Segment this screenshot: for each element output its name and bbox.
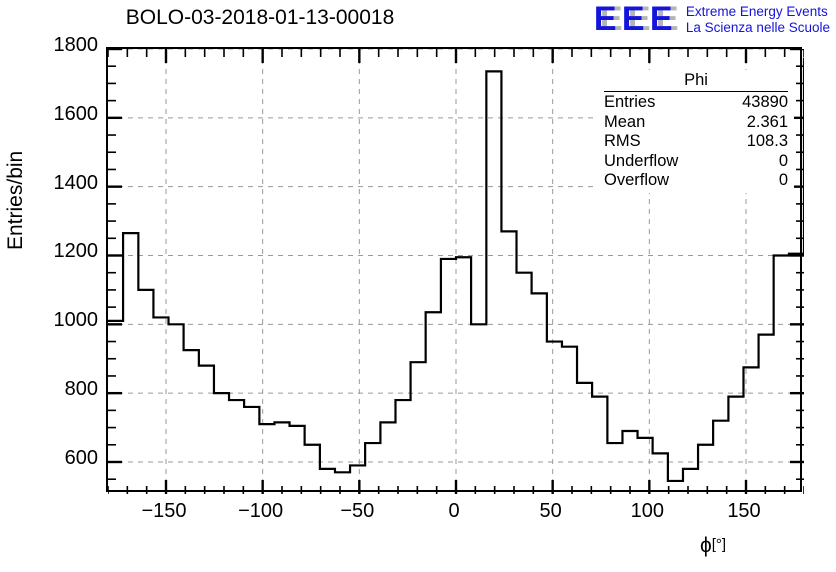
x-tick-label: 150 xyxy=(727,500,761,522)
eee-letter-shadow-2: E xyxy=(627,0,651,38)
x-tick-label: −100 xyxy=(238,500,284,522)
stats-row-key: Mean xyxy=(604,112,646,131)
eee-logo-line2: La Scienza nelle Scuole xyxy=(685,20,830,35)
eee-letter-shadow-1: E xyxy=(599,0,623,38)
x-tick-label: −50 xyxy=(340,500,375,522)
y-axis-label: Entries/bin xyxy=(4,150,27,250)
stats-row-value: 108.3 xyxy=(746,132,788,150)
histogram-outline xyxy=(108,57,804,483)
x-axis-label-unit: [°] xyxy=(711,536,727,553)
eee-letter-3: E xyxy=(649,0,673,38)
stats-row: Entries 43890 xyxy=(604,93,788,113)
stats-row-key: Underflow xyxy=(604,151,679,170)
x-tick-label: 100 xyxy=(630,500,665,522)
stats-row-value: 43890 xyxy=(742,93,788,111)
eee-logo: E E E E E E Extreme Energy Events La Sci… xyxy=(593,0,830,38)
y-tick-label: 1000 xyxy=(53,309,99,332)
page-title: BOLO-03-2018-01-13-00018 xyxy=(125,6,395,29)
stats-row: Mean 2.361 xyxy=(604,113,788,133)
eee-letter-2: E xyxy=(621,0,645,38)
x-tick-label: 0 xyxy=(448,500,460,522)
eee-logo-line1: Extreme Energy Events xyxy=(685,4,828,19)
x-tick-label: 50 xyxy=(539,500,562,522)
stats-row-value: 0 xyxy=(778,151,788,170)
y-tick-label: 1600 xyxy=(53,102,99,125)
stats-row-value: 0 xyxy=(778,171,788,189)
stats-box-rows: Entries 43890 Mean 2.361 RMS 108.3 Underflow 0 O… xyxy=(604,93,788,191)
eee-logo-marks: E E E E E E xyxy=(593,0,679,38)
axis-ticks xyxy=(108,49,804,494)
stats-row-key: Entries xyxy=(604,93,656,111)
x-tick-label: −150 xyxy=(141,500,187,522)
stats-box-title: Phi xyxy=(604,71,788,92)
y-tick-label: 600 xyxy=(64,446,98,469)
eee-letter-1: E xyxy=(593,0,617,38)
y-tick-label: 1800 xyxy=(53,34,99,56)
stats-row: RMS 108.3 xyxy=(604,132,788,152)
stats-box[interactable]: Phi Entries 43890 Mean 2.361 RMS 108.3 Underfl… xyxy=(598,70,794,193)
stats-row-value: 2.361 xyxy=(746,112,788,131)
y-tick-label: 1400 xyxy=(53,171,99,194)
stats-row: Underflow 0 xyxy=(604,152,788,172)
y-tick-label: 1200 xyxy=(53,240,99,263)
stats-row-key: Overflow xyxy=(604,171,670,189)
stats-row: Overflow 0 xyxy=(604,171,788,191)
x-axis-label-symbol: ϕ xyxy=(700,534,712,557)
stats-row-key: RMS xyxy=(604,132,641,150)
eee-letter-shadow-3: E xyxy=(655,0,679,38)
x-axis-label: ϕ[°] xyxy=(700,534,726,558)
eee-logo-text: Extreme Energy Events La Scienza nelle S… xyxy=(686,3,830,36)
y-tick-label: 800 xyxy=(64,378,98,401)
